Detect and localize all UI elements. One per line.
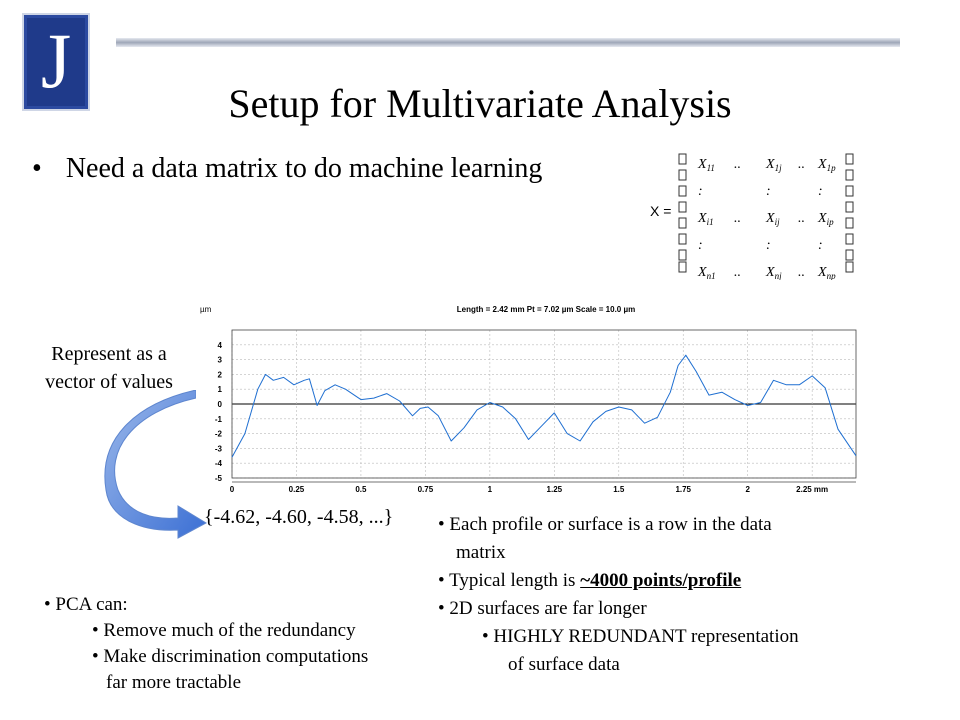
matrix-lhs: X = xyxy=(650,203,671,219)
right-bullet-list: • Each profile or surface is a row in th… xyxy=(438,511,799,679)
right-bullet-2-emphasis: ~4000 points/profile xyxy=(580,570,742,591)
y-tick-label: -1 xyxy=(215,415,223,424)
right-bullet-1-line2: matrix xyxy=(456,542,506,563)
matrix-cell: Xn1 xyxy=(697,265,716,280)
y-tick-label: -4 xyxy=(215,459,223,468)
matrix-cell: : xyxy=(766,184,771,199)
right-bullet-3: • 2D surfaces are far longer xyxy=(438,598,647,619)
main-bullet: • Need a data matrix to do machine learni… xyxy=(32,153,542,185)
pca-item-2-line2: far more tractable xyxy=(106,672,242,693)
matrix-cell: : xyxy=(818,184,823,199)
right-bullet-3-text: 2D surfaces are far longer xyxy=(449,598,647,619)
matrix-cell: Xij xyxy=(765,211,780,227)
header-rule xyxy=(116,38,900,47)
pca-item-2: • Make discrimination computations xyxy=(92,646,369,667)
right-bullet-1: • Each profile or surface is a row in th… xyxy=(438,514,772,535)
matrix-cell: .. xyxy=(734,211,741,226)
matrix-cell: : xyxy=(818,238,823,253)
pca-head-text: PCA can: xyxy=(55,594,128,615)
pca-head: • PCA can: xyxy=(44,594,128,615)
x-tick-labels: 0 0.25 0.5 0.75 1 1.25 1.5 1.75 2 2.25 mm xyxy=(230,485,828,494)
y-tick-label: 1 xyxy=(218,385,223,394)
matrix-cell: X1p xyxy=(817,157,836,173)
y-tick-label: 0 xyxy=(218,400,223,409)
right-bullet-4: • HIGHLY REDUNDANT representation xyxy=(482,626,799,647)
represent-note-line1: Represent as a xyxy=(51,343,167,365)
matrix-cell: Xnp xyxy=(817,265,836,280)
pca-item-1-text: Remove much of the redundancy xyxy=(103,620,356,641)
y-tick-label: 4 xyxy=(218,341,223,350)
x-tick-label: 0.75 xyxy=(418,485,434,494)
matrix-cell: .. xyxy=(798,265,805,280)
y-tick-label: -5 xyxy=(215,474,223,483)
chart-header: Length = 2.42 mm Pt = 7.02 µm Scale = 10… xyxy=(457,305,635,314)
x-tick-label: 0.25 xyxy=(289,485,305,494)
y-tick-labels: 4 3 2 1 0 -1 -2 -3 -4 -5 xyxy=(215,341,223,483)
represent-note-line2: vector of values xyxy=(45,371,173,393)
matrix-cell: .. xyxy=(734,265,741,280)
right-bullet-2-text: Typical length is xyxy=(449,570,581,591)
matrix-cell: X11 xyxy=(697,157,715,173)
right-bullet-4-line2: of surface data xyxy=(508,654,620,675)
pca-bullet-list: • PCA can: • Remove much of the redundan… xyxy=(44,592,368,696)
curved-arrow xyxy=(104,390,208,539)
plot-frame xyxy=(231,329,857,479)
matrix-cells: X11.. X1j.. X1p:::Xi1.. Xij.. Xip:::Xn1.. Xnj… xyxy=(697,157,836,281)
x-tick-label: 0.5 xyxy=(355,485,367,494)
y-tick-label: -2 xyxy=(215,430,223,439)
matrix-cell: .. xyxy=(798,157,805,172)
x-tick-label: 0 xyxy=(230,485,235,494)
matrix-cell: X1j xyxy=(765,157,782,173)
right-bullet-4-line1: HIGHLY REDUNDANT representation xyxy=(493,626,799,647)
vector-values: {-4.62, -4.60, -4.58, ...} xyxy=(204,506,394,528)
x-tick-label: 1 xyxy=(488,485,493,494)
represent-note: Represent as a vector of values xyxy=(24,340,194,396)
logo: J xyxy=(22,13,90,111)
right-bullet-2: • Typical length is ~4000 points/profile xyxy=(438,570,742,591)
matrix-cell: : xyxy=(698,184,703,199)
matrix-cell: : xyxy=(766,238,771,253)
logo-letter: J xyxy=(40,17,72,104)
x-tick-label: 1.5 xyxy=(613,485,625,494)
matrix-cell: .. xyxy=(734,157,741,172)
matrix-cell: Xip xyxy=(817,211,834,227)
matrix-right-bracket xyxy=(845,153,854,273)
pca-item-1: • Remove much of the redundancy xyxy=(92,620,356,641)
x-tick-label: 1.75 xyxy=(675,485,691,494)
y-tick-label: 3 xyxy=(218,356,223,365)
matrix-left-bracket xyxy=(678,153,687,273)
y-tick-label: 2 xyxy=(218,370,223,379)
page-title: Setup for Multivariate Analysis xyxy=(228,81,732,126)
chart-ylabel: µm xyxy=(200,305,212,314)
main-bullet-text: Need a data matrix to do machine learnin… xyxy=(65,153,543,184)
x-tick-label: 2 xyxy=(745,485,750,494)
y-tick-label: -3 xyxy=(215,444,223,453)
series-line xyxy=(231,354,857,458)
profile-chart: µm Length = 2.42 mm Pt = 7.02 µm Scale =… xyxy=(196,298,866,498)
matrix-cell: Xi1 xyxy=(697,211,714,227)
matrix-cell: : xyxy=(698,238,703,253)
right-bullet-1-line1: Each profile or surface is a row in the … xyxy=(449,514,772,535)
x-tick-label: 1.25 xyxy=(547,485,563,494)
bullet-dot: • xyxy=(32,153,42,184)
data-matrix: X = X11.. X1j.. X1p::: Xi1.. Xij.. Xip::: Xn1.… xyxy=(648,150,878,281)
pca-item-2-line1: Make discrimination computations xyxy=(103,646,369,667)
chart-series xyxy=(231,354,857,458)
matrix-cell: .. xyxy=(798,211,805,226)
x-tick-label: 2.25 mm xyxy=(796,485,828,494)
matrix-cell: Xnj xyxy=(765,265,782,280)
